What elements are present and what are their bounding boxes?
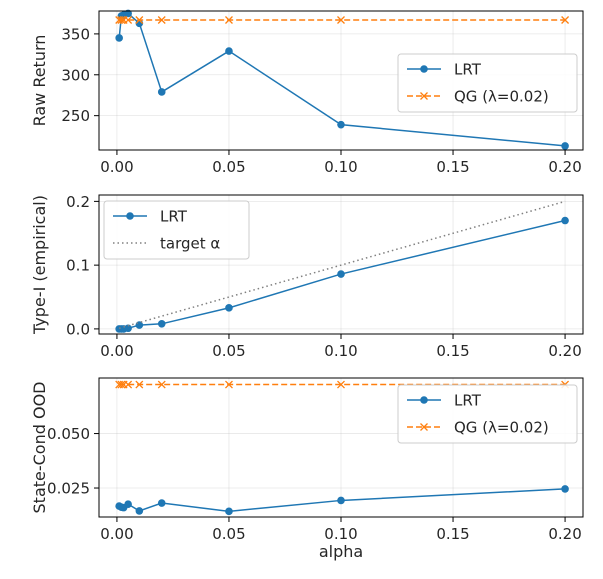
data-point (124, 16, 133, 24)
panel-3: 0.00 0.05 0.10 0.15 0.20 0.025 0.050State-Cond… (30, 377, 584, 561)
y-tick-label: 300 (61, 66, 90, 84)
y-tick-label: 0.1 (66, 257, 90, 275)
data-point (124, 500, 132, 508)
data-point (115, 34, 123, 42)
data-point (135, 380, 144, 389)
x-tick-label: 0.10 (324, 342, 357, 360)
data-point (561, 142, 569, 150)
data-point (157, 380, 166, 389)
legend-marker (126, 212, 134, 220)
data-point (157, 16, 166, 24)
plot-frame (98, 377, 584, 518)
x-tick-label: 0.05 (212, 525, 245, 543)
data-point (135, 16, 144, 24)
x-tick-label: 0.15 (436, 342, 469, 360)
data-point (225, 304, 233, 312)
x-tick-label: 0.00 (100, 525, 133, 543)
legend-box (397, 384, 578, 444)
data-point (225, 16, 233, 24)
data-point (157, 88, 166, 96)
data-point (157, 499, 166, 507)
x-axis-label: alpha (319, 542, 363, 561)
data-point (117, 16, 126, 24)
x-tick-label: 0.00 (100, 158, 133, 176)
legend-marker (420, 65, 428, 73)
x-tick-label: 0.10 (324, 525, 357, 543)
data-point (337, 270, 345, 278)
data-point (225, 380, 233, 389)
legend: LRT QG (λ=0.02) (397, 384, 578, 444)
data-point (117, 380, 126, 389)
data-point (124, 9, 132, 18)
legend-label: QG (λ=0.02) (454, 88, 549, 106)
data-point (135, 507, 144, 515)
legend-marker (420, 396, 428, 404)
data-point (337, 496, 345, 505)
x-tick-label: 0.20 (548, 158, 581, 176)
data-point (157, 319, 166, 328)
y-axis-label: Raw Return (30, 35, 49, 127)
data-point (337, 380, 345, 389)
x-tick-label: 0.20 (548, 525, 581, 543)
legend-label: LRT (160, 208, 188, 226)
series-line (118, 200, 566, 329)
panel-1: 0.00 0.05 0.10 0.15 0.20 250 300 350 Raw Return L… (30, 9, 584, 176)
legend: LRT target α (103, 200, 250, 260)
x-tick-label: 0.15 (436, 158, 469, 176)
data-point (225, 47, 233, 55)
x-tick-label: 0.05 (212, 342, 245, 360)
y-tick-label: 250 (61, 107, 90, 125)
data-point (337, 120, 345, 129)
legend-label: LRT (454, 392, 482, 410)
data-point (124, 380, 133, 389)
data-point (225, 507, 233, 516)
legend: LRT QG (λ=0.02) (397, 53, 578, 113)
y-tick-label: 0.025 (47, 480, 90, 498)
x-tick-label: 0.15 (436, 525, 469, 543)
legend-label: QG (λ=0.02) (454, 419, 549, 437)
panel-2: 0.00 0.05 0.10 0.15 0.20 0.0 0.1 0.2 Type-I (emp… (30, 193, 584, 360)
plot-frame (98, 10, 584, 151)
y-tick-label: 0.0 (66, 320, 90, 338)
y-axis-label: Type-I (empirical) (30, 195, 49, 335)
x-tick-label: 0.05 (212, 158, 245, 176)
legend-box (397, 53, 578, 113)
data-point (561, 16, 570, 24)
y-tick-label: 350 (61, 25, 90, 43)
x-tick-label: 0.20 (548, 342, 581, 360)
y-tick-label: 0.050 (47, 425, 90, 443)
legend-marker (420, 423, 428, 431)
legend-label: LRT (454, 61, 482, 79)
x-tick-label: 0.10 (324, 158, 357, 176)
data-point (337, 16, 345, 24)
plot-frame (98, 194, 584, 335)
data-point (124, 324, 132, 333)
data-point (561, 216, 569, 225)
legend-marker (420, 92, 428, 100)
x-tick-label: 0.00 (100, 342, 133, 360)
legend-label: target α (160, 235, 220, 253)
y-tick-label: 0.2 (66, 193, 90, 211)
data-point (561, 485, 569, 493)
y-axis-label: State-Cond OOD (30, 382, 49, 514)
